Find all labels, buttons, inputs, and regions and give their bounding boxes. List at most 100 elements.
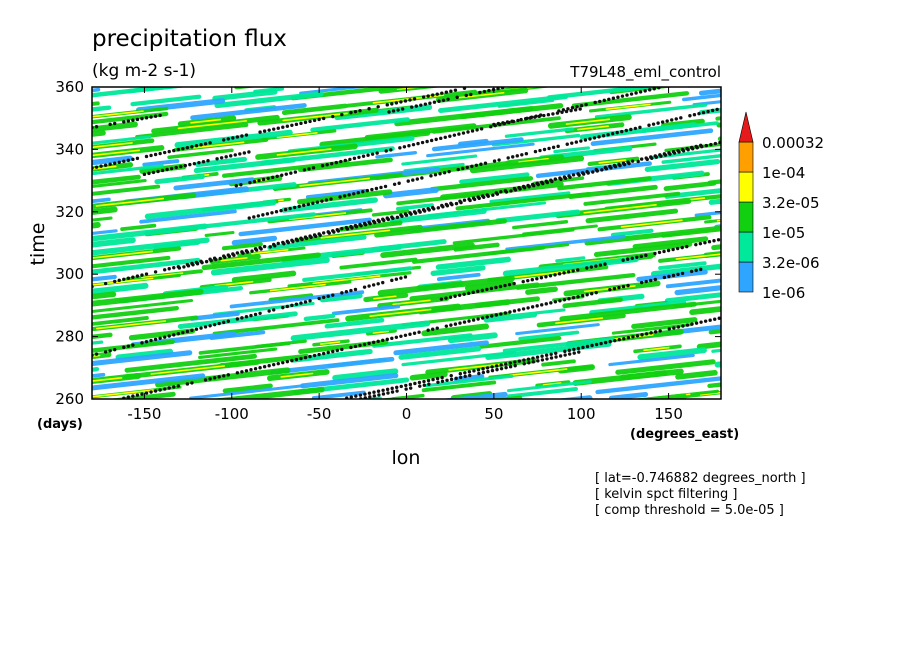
kelvin-track-dot (321, 295, 326, 300)
precip-streak (541, 359, 576, 367)
kelvin-track-dot (339, 159, 343, 164)
kelvin-track-dot (113, 279, 117, 284)
kelvin-track-dot (496, 121, 501, 126)
colorbar-swatch (738, 171, 754, 203)
kelvin-track-dot (103, 281, 108, 286)
kelvin-track-dot (487, 88, 491, 93)
kelvin-track-dot (579, 139, 583, 143)
kelvin-track-dot (392, 182, 397, 186)
kelvin-track-dot (618, 163, 622, 168)
kelvin-track-dot (376, 105, 380, 109)
kelvin-track-dot (526, 357, 531, 361)
kelvin-track-dot (403, 99, 408, 103)
precip-streak (726, 317, 803, 325)
kelvin-track-dot (356, 191, 360, 195)
kelvin-track-dot (629, 127, 633, 132)
kelvin-track-dot (445, 378, 449, 383)
kelvin-track-dot (340, 291, 344, 295)
precip-streak (368, 415, 458, 425)
kelvin-track-dot (447, 169, 451, 174)
kelvin-track-dot (394, 101, 399, 105)
precip-streak (650, 263, 721, 277)
kelvin-track-dot (212, 322, 217, 327)
precip-streak (92, 316, 149, 326)
kelvin-track-dot (367, 391, 372, 395)
kelvin-track-dot (411, 178, 415, 182)
kelvin-track-dot (349, 110, 353, 115)
kelvin-track-dot (402, 145, 407, 149)
precip-core (92, 389, 154, 398)
kelvin-track-dot (462, 198, 467, 202)
kelvin-track-dot (384, 149, 388, 153)
kelvin-track-dot (621, 258, 625, 262)
precip-streak (339, 257, 418, 270)
kelvin-track-dot (353, 109, 358, 114)
kelvin-track-dot (311, 201, 315, 205)
kelvin-track-dot (226, 319, 230, 323)
precip-core (419, 75, 485, 82)
kelvin-track-dot (481, 370, 486, 375)
precip-streak (674, 285, 721, 296)
kelvin-track-dot (595, 169, 599, 173)
precip-streak (515, 323, 600, 336)
precip-streak (401, 53, 474, 61)
precip-streak (273, 61, 367, 71)
kelvin-track-dot (248, 180, 252, 185)
kelvin-track-dot (585, 344, 590, 349)
kelvin-track-dot (190, 328, 194, 333)
kelvin-track-dot (261, 177, 266, 182)
kelvin-track-dot (240, 134, 244, 138)
kelvin-track-dot (676, 325, 681, 329)
kelvin-track-dot (448, 295, 453, 299)
precip-streak (142, 159, 180, 167)
kelvin-track-dot (496, 87, 500, 91)
precip-streak (92, 372, 106, 378)
precip-streak (92, 121, 138, 133)
precip-streak (455, 191, 591, 211)
kelvin-track-dot (576, 295, 580, 299)
kelvin-track-dot (606, 133, 610, 137)
kelvin-track-dot (285, 359, 290, 364)
precip-core (605, 103, 651, 111)
kelvin-track-dot (321, 351, 326, 356)
kelvin-track-dot (609, 166, 613, 170)
kelvin-track-dot (367, 107, 371, 111)
kelvin-track-dot (499, 312, 503, 316)
precip-core (726, 379, 772, 384)
precip-core (455, 91, 505, 99)
kelvin-track-dot (235, 135, 240, 139)
precip-core (150, 365, 226, 375)
kelvin-track-dot (318, 233, 322, 237)
kelvin-track-dot (553, 300, 558, 304)
kelvin-track-dot (394, 335, 399, 340)
precip-streak (469, 155, 585, 174)
precip-streak (693, 402, 779, 411)
kelvin-track-dot (517, 308, 521, 312)
kelvin-track-dot (544, 353, 549, 357)
kelvin-track-dot (222, 138, 226, 142)
precip-streak (730, 33, 805, 41)
colorbar-label: 3.2e-06 (762, 254, 820, 272)
kelvin-track-dot (644, 279, 648, 284)
kelvin-track-dot (651, 122, 656, 126)
precip-streak (707, 382, 721, 389)
kelvin-track-dot (94, 352, 99, 356)
precip-streak (676, 390, 721, 399)
kelvin-track-dot (548, 274, 553, 278)
kelvin-track-dot (594, 342, 599, 347)
kelvin-track-dot (399, 334, 403, 338)
colorbar-arrow (738, 111, 754, 143)
kelvin-track-dot (144, 116, 149, 120)
kelvin-track-dot (644, 332, 649, 336)
precip-streak (92, 222, 101, 229)
kelvin-track-dot (418, 384, 422, 388)
precip-core (598, 159, 627, 164)
kelvin-track-dot (688, 114, 692, 118)
kelvin-track-dot (307, 167, 311, 171)
kelvin-track-dot (478, 90, 482, 95)
kelvin-track-dot (516, 118, 520, 123)
kelvin-track-dot (244, 315, 249, 319)
kelvin-track-dot (347, 193, 351, 197)
precip-streak (435, 256, 511, 270)
kelvin-track-dot (565, 142, 569, 146)
